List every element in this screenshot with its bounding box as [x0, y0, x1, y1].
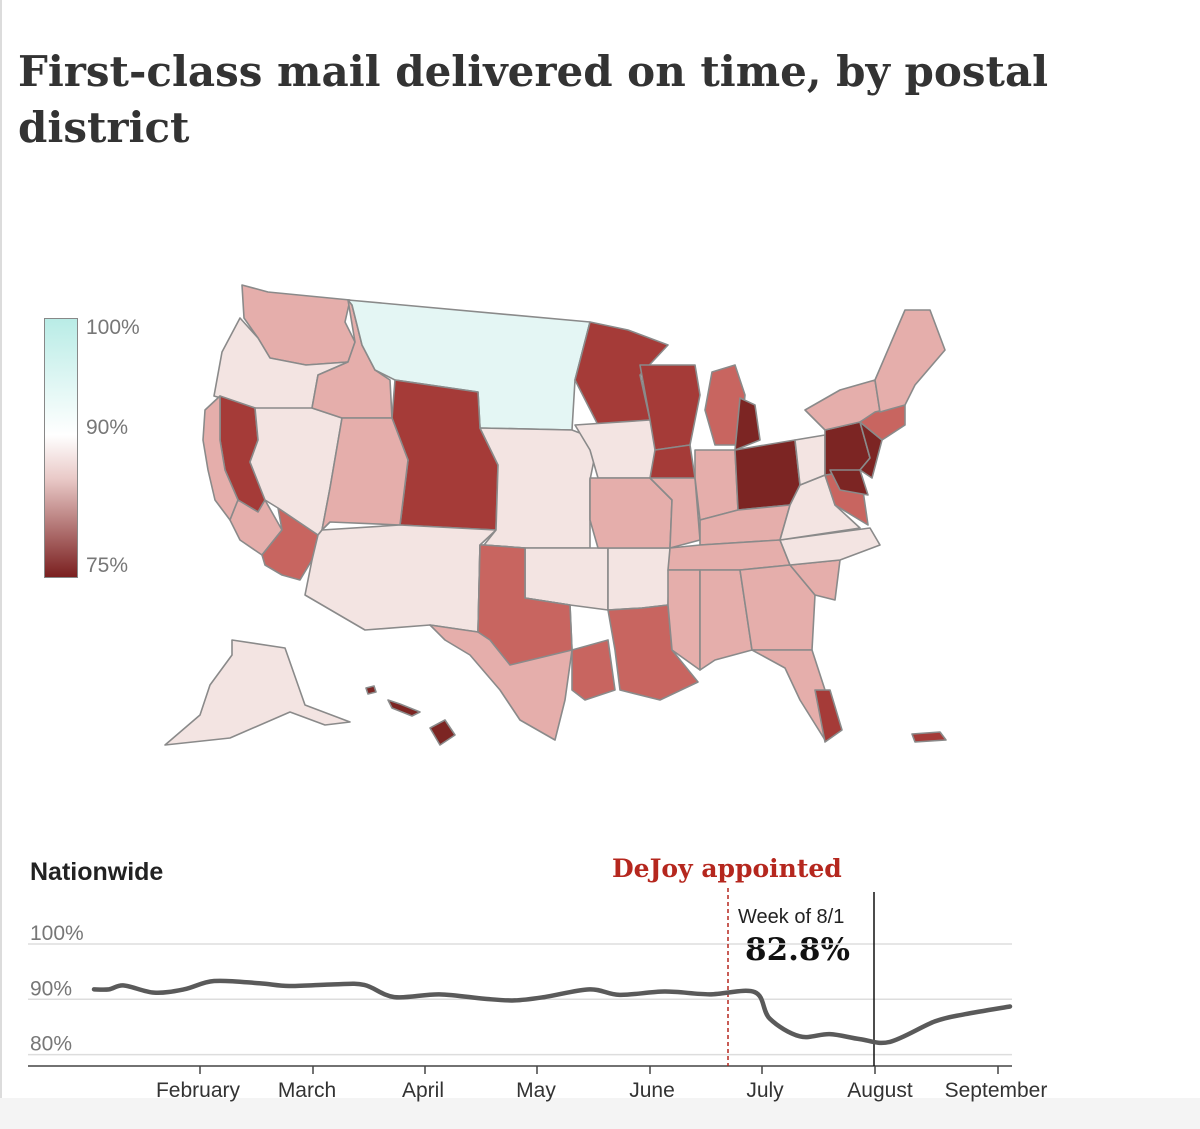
- legend-label-100: 100%: [86, 316, 140, 339]
- district-detroit: [734, 397, 761, 451]
- district-ohio: [734, 439, 801, 511]
- district-central-plains: [479, 427, 599, 549]
- district-alaska: [164, 639, 351, 746]
- highlight-value: 82.8%: [745, 932, 850, 968]
- highlight-label: Week of 8/1: [738, 906, 845, 928]
- district-mississippi: [667, 569, 701, 671]
- district-alabama: [699, 569, 753, 671]
- series-line-nationwide: [91, 978, 1013, 1046]
- bottom-bar: [0, 1098, 1200, 1129]
- district-hawaii: [429, 719, 456, 746]
- color-scale-legend: [44, 318, 78, 578]
- district-central-illinois: [649, 477, 701, 549]
- district-north-carolina: [779, 527, 881, 566]
- district-dallas: [477, 544, 573, 666]
- district-hawaii-islands: [387, 699, 421, 717]
- district-utah: [321, 417, 409, 531]
- district-hawaii-kauai: [365, 685, 377, 695]
- district-minnesota: [574, 321, 669, 426]
- legend-label-90: 90%: [86, 416, 129, 439]
- district-south-florida: [814, 689, 843, 743]
- district-maryland: [829, 469, 869, 496]
- y-tick-label: 80%: [30, 1033, 72, 1056]
- legend-label-75: 75%: [86, 554, 129, 577]
- district-georgia: [739, 564, 816, 651]
- district-tennessee: [667, 539, 791, 571]
- district-puerto-rico: [911, 731, 947, 743]
- y-tick-label: 100%: [30, 922, 84, 945]
- district-bay-valley: [229, 499, 283, 556]
- chart-title: First-class mail delivered on time, by p…: [18, 47, 1049, 152]
- event-label: DeJoy appointed: [612, 854, 842, 883]
- nationwide-label: Nationwide: [30, 858, 164, 886]
- district-western-pennsylvania: [794, 434, 826, 486]
- y-tick-label: 90%: [30, 977, 72, 1000]
- district-louisiana: [607, 604, 699, 701]
- district-arizona-new-mexico: [304, 524, 497, 633]
- district-indiana: [694, 449, 739, 521]
- district-new-england: [874, 309, 946, 413]
- us-district-map: [164, 284, 947, 746]
- page-border: [0, 0, 2, 1129]
- district-arkansas: [607, 547, 671, 611]
- district-houston: [571, 639, 616, 701]
